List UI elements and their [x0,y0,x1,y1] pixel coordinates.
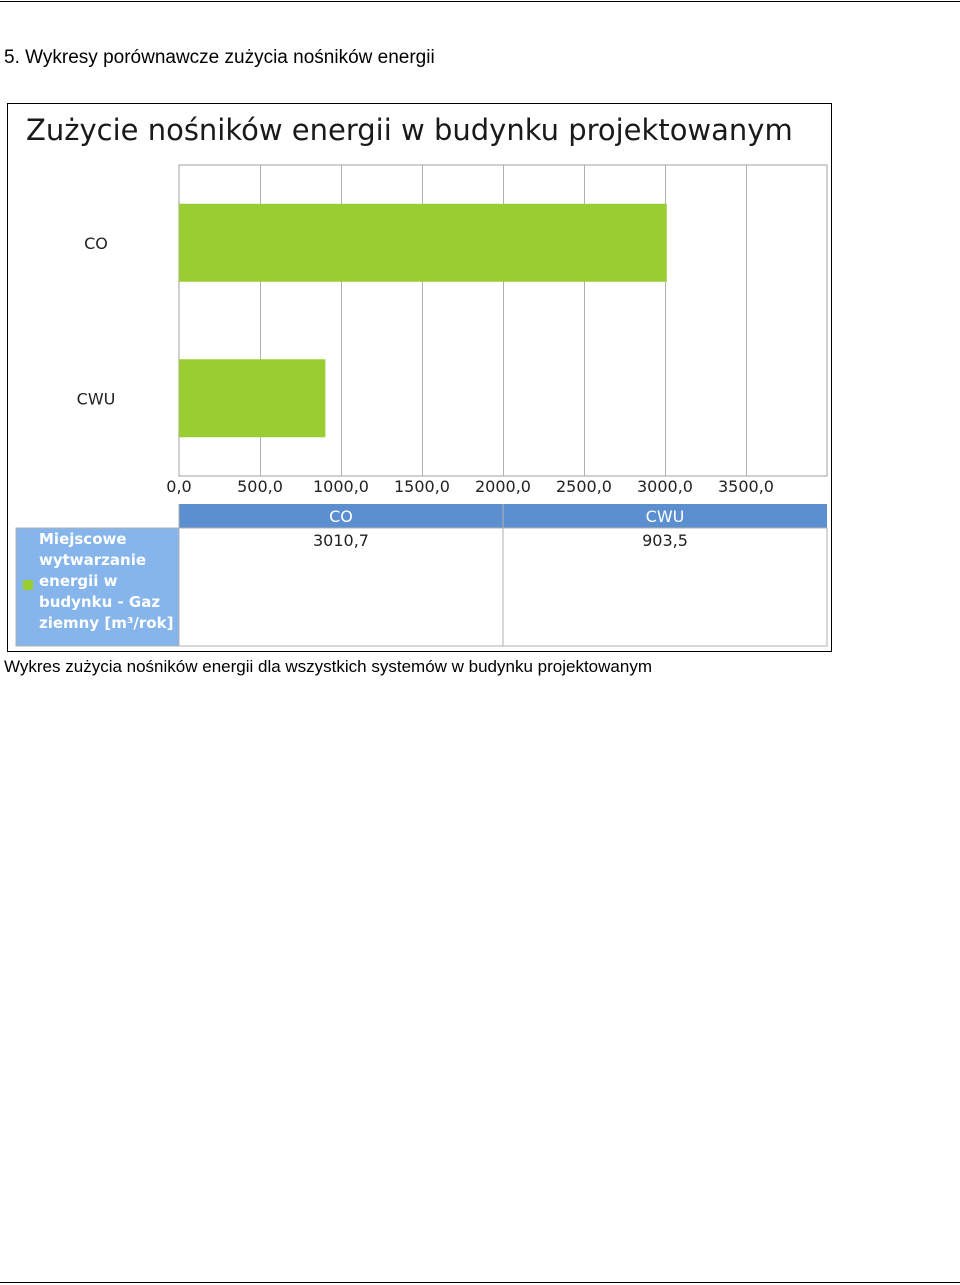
legend-cell [16,528,179,646]
legend-text-line: ziemny [m³/rok] [39,614,173,632]
x-tick-label: 3000,0 [637,477,693,496]
x-tick-label: 2500,0 [556,477,612,496]
category-label-cwu: CWU [77,389,116,408]
x-tick-label: 500,0 [237,477,283,496]
x-tick-label: 1000,0 [313,477,369,496]
legend-text-line: Miejscowe [39,530,127,548]
legend-text-line: budynku - Gaz [39,593,160,611]
category-label-co: CO [84,234,108,253]
data-label-cwu: 903,5 [642,531,688,550]
table-border [15,527,828,647]
data-label-co: 3010,7 [313,531,369,550]
legend-text-line: wytwarzanie [39,551,146,569]
chart: Zużycie nośników energii w budynku proje… [15,113,828,647]
legend-text-line: energii w [39,572,118,590]
bar-co [179,203,667,282]
chart-title: Zużycie nośników energii w budynku proje… [26,113,793,147]
section-heading: 5. Wykresy porównawcze zużycia nośników … [4,47,435,68]
chart-caption: Wykres zużycia nośników energii dla wszy… [4,657,652,676]
legend-swatch [23,580,33,590]
bottom-rule [0,1282,960,1283]
x-tick-label: 1500,0 [394,477,450,496]
table-header-cwu: CWU [646,507,685,526]
x-tick-label: 0,0 [166,477,191,496]
x-tick-label: 3500,0 [718,477,774,496]
table-header-co: CO [329,507,353,526]
bar-cwu [179,359,326,438]
chart-frame: Zużycie nośników energii w budynku proje… [7,103,832,652]
top-rule [0,1,960,2]
x-tick-label: 2000,0 [475,477,531,496]
